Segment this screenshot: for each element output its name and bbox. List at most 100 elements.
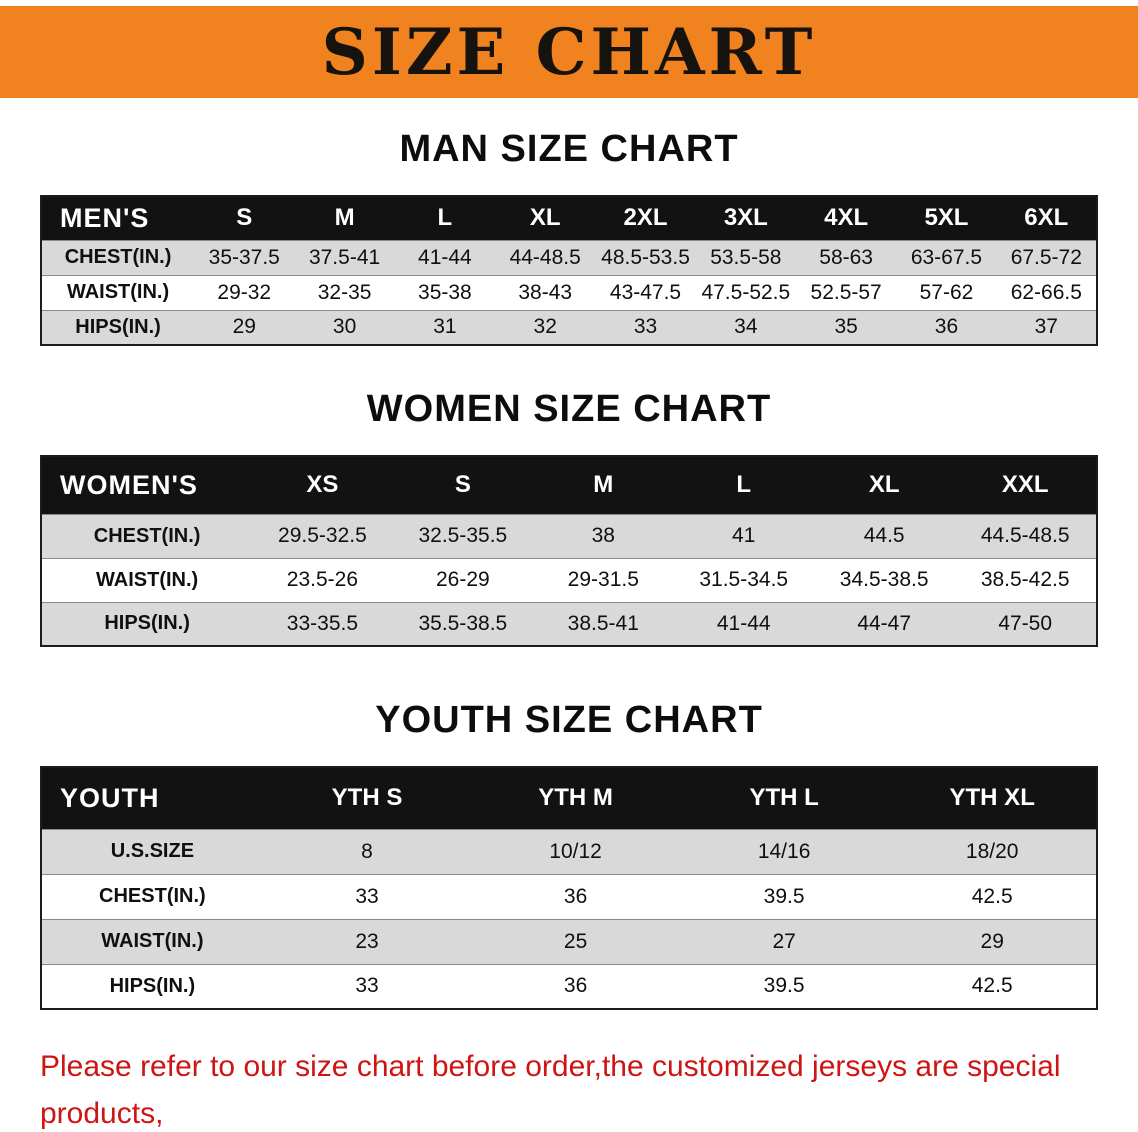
men-size-header: XL bbox=[495, 196, 596, 240]
cell: 38 bbox=[591, 524, 615, 547]
cell: 36 bbox=[934, 315, 959, 339]
cell: 47.5-52.5 bbox=[701, 280, 791, 304]
cell: 33 bbox=[355, 974, 379, 998]
women-table-title: WOMEN'S bbox=[41, 456, 253, 514]
youth-size-table: YOUTH YTH S YTH M YTH L YTH XL U.S.SIZE … bbox=[40, 766, 1098, 1010]
men-size-header: M bbox=[294, 196, 395, 240]
women-waist-row: WAIST(IN.) 23.5-26 26-29 29-31.5 31.5-34… bbox=[41, 558, 1097, 602]
cell: 42.5 bbox=[971, 884, 1013, 908]
men-size-header: S bbox=[194, 196, 295, 240]
men-size-header: 6XL bbox=[996, 196, 1097, 240]
cell: 23.5-26 bbox=[286, 568, 359, 591]
cell: 37.5-41 bbox=[308, 245, 381, 269]
men-waist-row: WAIST(IN.) 29-32 32-35 35-38 38-43 43-47… bbox=[41, 275, 1097, 310]
row-label: CHEST(IN.) bbox=[93, 524, 201, 547]
cell: 34.5-38.5 bbox=[839, 568, 929, 591]
cell: 27 bbox=[772, 929, 796, 953]
men-size-table: MEN'S S M L XL 2XL 3XL 4XL 5XL 6XL CHEST… bbox=[40, 195, 1098, 346]
women-size-table: WOMEN'S XS S M L XL XXL CHEST(IN.) 29.5-… bbox=[40, 455, 1098, 647]
cell: 29-32 bbox=[217, 280, 272, 304]
cell: 26-29 bbox=[436, 568, 490, 591]
youth-size-header: YTH M bbox=[471, 767, 680, 829]
row-label: HIPS(IN.) bbox=[75, 315, 161, 338]
youth-size-header: YTH L bbox=[679, 767, 889, 829]
cell: 41-44 bbox=[418, 245, 472, 269]
cell: 42.5 bbox=[971, 974, 1013, 998]
youth-waist-row: WAIST(IN.) 23 25 27 29 bbox=[41, 919, 1097, 964]
women-size-header: XS bbox=[252, 456, 393, 514]
cell: 25 bbox=[563, 929, 588, 953]
women-header-row: WOMEN'S XS S M L XL XXL bbox=[41, 456, 1097, 514]
order-policy-line-1: Please refer to our size chart before or… bbox=[40, 1050, 1061, 1130]
men-size-header: 4XL bbox=[795, 196, 897, 240]
cell: 57-62 bbox=[919, 280, 974, 304]
women-size-header: M bbox=[533, 456, 674, 514]
cell: 30 bbox=[332, 315, 357, 339]
men-size-header: 2XL bbox=[595, 196, 696, 240]
cell: 36 bbox=[563, 884, 588, 908]
cell: 44-47 bbox=[857, 611, 912, 635]
row-label: U.S.SIZE bbox=[110, 840, 195, 862]
cell: 63-67.5 bbox=[910, 245, 983, 269]
women-section: WOMEN SIZE CHART WOMEN'S XS S M L XL XXL bbox=[0, 388, 1138, 647]
cell: 62-66.5 bbox=[1010, 280, 1082, 304]
cell: 33-35.5 bbox=[286, 611, 359, 635]
cell: 14/16 bbox=[757, 839, 811, 863]
youth-table-title: YOUTH bbox=[41, 767, 263, 829]
cell: 31 bbox=[433, 315, 457, 339]
cell: 31.5-34.5 bbox=[699, 568, 789, 591]
row-label: WAIST(IN.) bbox=[95, 568, 199, 591]
cell: 35-38 bbox=[418, 280, 472, 304]
women-size-header: XXL bbox=[954, 456, 1097, 514]
cell: 34 bbox=[734, 315, 758, 339]
row-label: CHEST(IN.) bbox=[64, 246, 172, 268]
cell: 38-43 bbox=[518, 280, 573, 304]
cell: 39.5 bbox=[763, 974, 805, 998]
page-title: SIZE CHART bbox=[321, 14, 817, 90]
cell: 48.5-53.5 bbox=[601, 245, 690, 269]
women-size-header: L bbox=[673, 456, 814, 514]
cell: 36 bbox=[563, 974, 588, 998]
women-size-header: XL bbox=[813, 456, 955, 514]
cell: 29 bbox=[232, 315, 256, 339]
cell: 44.5 bbox=[863, 524, 905, 547]
cell: 10/12 bbox=[549, 839, 602, 863]
youth-section: YOUTH SIZE CHART YOUTH YTH S YTH M YTH L… bbox=[0, 699, 1138, 1010]
women-chest-row: CHEST(IN.) 29.5-32.5 32.5-35.5 38 41 44.… bbox=[41, 514, 1097, 558]
cell: 41-44 bbox=[716, 611, 771, 635]
cell: 32 bbox=[533, 315, 557, 339]
cell: 39.5 bbox=[763, 884, 805, 908]
row-label: CHEST(IN.) bbox=[99, 885, 206, 907]
women-section-heading: WOMEN SIZE CHART bbox=[366, 388, 772, 430]
cell: 53.5-58 bbox=[710, 245, 782, 269]
cell: 44-48.5 bbox=[509, 245, 581, 269]
men-size-header: L bbox=[394, 196, 496, 240]
cell: 52.5-57 bbox=[810, 280, 882, 304]
cell: 29-31.5 bbox=[567, 568, 639, 591]
cell: 58-63 bbox=[819, 245, 873, 269]
order-policy-note: Please refer to our size chart before or… bbox=[40, 1044, 1138, 1132]
banner: SIZE CHART bbox=[0, 6, 1138, 98]
men-chest-row: CHEST(IN.) 35-37.5 37.5-41 41-44 44-48.5… bbox=[41, 240, 1097, 275]
men-table-title: MEN'S bbox=[41, 196, 195, 240]
cell: 35-37.5 bbox=[208, 245, 280, 269]
cell: 33 bbox=[633, 315, 658, 339]
cell: 29.5-32.5 bbox=[278, 524, 367, 547]
cell: 37 bbox=[1034, 315, 1058, 339]
youth-section-heading: YOUTH SIZE CHART bbox=[375, 699, 763, 741]
cell: 32-35 bbox=[317, 280, 372, 304]
cell: 38.5-41 bbox=[567, 611, 639, 635]
women-hips-row: HIPS(IN.) 33-35.5 35.5-38.5 38.5-41 41-4… bbox=[41, 602, 1097, 646]
cell: 33 bbox=[355, 884, 379, 908]
cell: 35.5-38.5 bbox=[418, 611, 508, 635]
cell: 44.5-48.5 bbox=[980, 524, 1070, 547]
cell: 41 bbox=[732, 524, 756, 547]
youth-size-header: YTH S bbox=[262, 767, 472, 829]
youth-hips-row: HIPS(IN.) 33 36 39.5 42.5 bbox=[41, 964, 1097, 1009]
youth-ussize-row: U.S.SIZE 8 10/12 14/16 18/20 bbox=[41, 829, 1097, 874]
row-label: HIPS(IN.) bbox=[104, 612, 190, 635]
row-label: HIPS(IN.) bbox=[109, 974, 196, 997]
row-label: WAIST(IN.) bbox=[101, 930, 204, 952]
men-section-heading: MAN SIZE CHART bbox=[399, 128, 739, 170]
